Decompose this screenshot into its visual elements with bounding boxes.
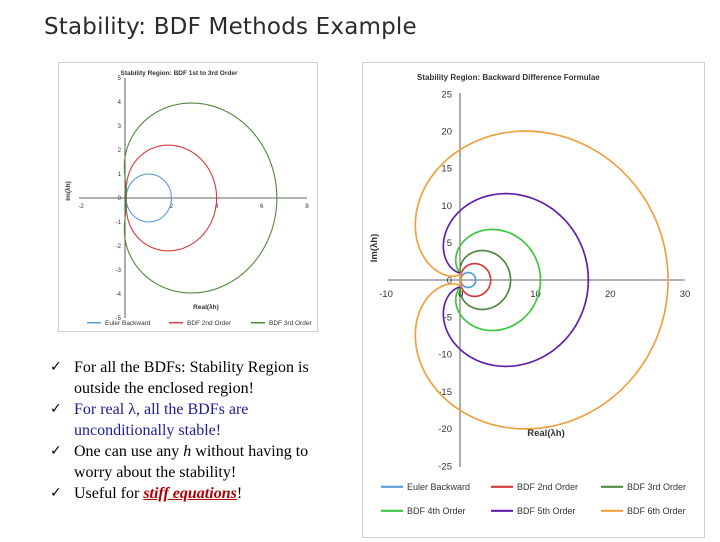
series-curve-bdf-6th-order (414, 130, 669, 430)
bullet-item: ✓ Useful for stiff equations! (50, 483, 350, 504)
series-curve-bdf-3rd-order (459, 249, 512, 311)
bullet-item: ✓ For all the BDFs: Stability Region is … (50, 357, 350, 399)
chart-bdf-1-6: Stability Region: Backward Difference Fo… (362, 62, 705, 538)
legend-label: Euler Backward (407, 482, 470, 492)
series-curve-bdf-5th-order (442, 192, 590, 368)
checkmark-icon: ✓ (50, 485, 62, 501)
y-tick-label: -15 (438, 387, 452, 398)
series-curve-bdf-4th-order (454, 228, 542, 332)
legend-label: BDF 3rd Order (627, 482, 686, 492)
x-axis-label: Real(λh) (527, 428, 564, 439)
bullet-list: ✓ For all the BDFs: Stability Region is … (50, 357, 350, 504)
bullet-variable: h (183, 443, 192, 460)
y-tick-label: -3 (116, 268, 122, 274)
legend-label: BDF 2nd Order (187, 320, 232, 327)
chart-bdf-1-3: Stability Region: BDF 1st to 3rd Order -… (58, 62, 318, 332)
y-tick-label: -5 (116, 316, 122, 322)
x-tick-label: -10 (379, 289, 393, 300)
y-tick-label: -20 (438, 424, 452, 435)
x-tick-label: -2 (78, 204, 84, 210)
y-tick-label: -4 (116, 292, 122, 298)
y-tick-label: 1 (118, 172, 122, 178)
y-tick-label: 5 (118, 76, 122, 82)
bullet-item: ✓ For real λ, all the BDFs are unconditi… (50, 399, 350, 441)
legend-label: BDF 2nd Order (517, 482, 578, 492)
y-tick-label: 4 (118, 100, 122, 106)
y-tick-label: -5 (444, 313, 452, 324)
y-tick-label: 0 (447, 275, 452, 286)
chart-bdf-1-3-svg: Stability Region: BDF 1st to 3rd Order -… (64, 70, 312, 327)
y-tick-label: 10 (441, 201, 452, 212)
x-axis-label: Real(λh) (193, 303, 219, 311)
bullet-text-pre: One can use any (74, 443, 184, 460)
slide-title: Stability: BDF Methods Example (44, 14, 417, 40)
stiff-equations-emphasis: stiff equations (143, 485, 237, 502)
bullet-item: ✓ One can use any h without having to wo… (50, 441, 350, 483)
bullet-text-post: without having to worry about the stabil… (74, 443, 309, 481)
x-tick-label: 6 (260, 204, 264, 210)
legend-label: Euler Backward (105, 320, 151, 327)
checkmark-icon: ✓ (50, 401, 62, 417)
series-curve-bdf-3rd-order (123, 102, 278, 294)
x-tick-label: 30 (680, 289, 691, 300)
y-axis-label: Im(λh) (64, 181, 72, 201)
checkmark-icon: ✓ (50, 359, 62, 375)
x-tick-label: 20 (605, 289, 616, 300)
y-tick-label: -1 (116, 220, 122, 226)
y-tick-label: 2 (118, 148, 122, 154)
series-curve-euler-backward (125, 173, 172, 223)
y-tick-label: -10 (438, 350, 452, 361)
bullet-text-pre: Useful for (74, 485, 144, 502)
chart-bdf-1-6-svg: Stability Region: Backward Difference Fo… (369, 73, 691, 516)
y-tick-label: -2 (116, 244, 122, 250)
y-tick-label: 25 (441, 89, 452, 100)
bullet-text: For all the BDFs: Stability Region is ou… (74, 359, 309, 397)
y-tick-label: 3 (118, 124, 122, 130)
series-curve-bdf-2nd-order (459, 262, 492, 298)
chart-title: Stability Region: Backward Difference Fo… (417, 73, 600, 82)
y-tick-label: 15 (441, 164, 452, 175)
legend-label: BDF 3rd Order (269, 320, 312, 327)
bullet-text-post: ! (236, 485, 243, 502)
x-tick-label: 4 (215, 204, 219, 210)
y-tick-label: 20 (441, 127, 452, 138)
x-tick-label: 2 (170, 204, 174, 210)
y-tick-label: 5 (447, 238, 452, 249)
legend-label: BDF 4th Order (407, 506, 466, 516)
bullet-text: For real λ, all the BDFs are uncondition… (74, 401, 249, 439)
series-curve-euler-backward (459, 271, 477, 289)
x-tick-label: 10 (530, 289, 541, 300)
y-tick-label: 0 (118, 196, 122, 202)
y-axis-label: Im(λh) (369, 234, 380, 263)
x-tick-label: 8 (305, 204, 309, 210)
legend-label: BDF 6th Order (627, 506, 686, 516)
chart-title: Stability Region: BDF 1st to 3rd Order (120, 70, 237, 77)
y-tick-label: -25 (438, 461, 452, 472)
checkmark-icon: ✓ (50, 443, 62, 459)
series-curve-bdf-2nd-order (125, 144, 218, 252)
legend-label: BDF 5th Order (517, 506, 576, 516)
